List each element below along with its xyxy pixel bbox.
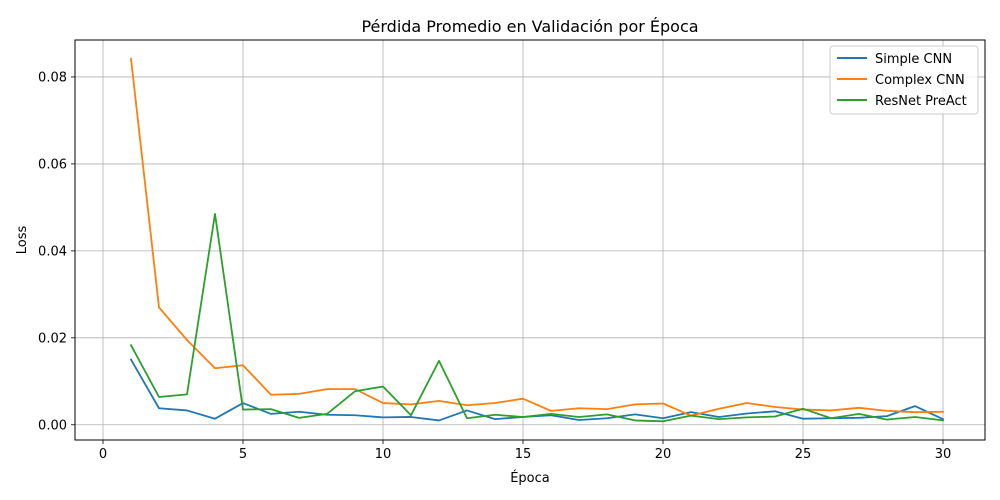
legend-frame xyxy=(829,45,979,115)
y-tick-label: 0.06 xyxy=(38,157,67,172)
axis-ticks: 0 5 10 15 20 25 30 0.00 0.02 0.04 0.06 0.08 xyxy=(38,70,951,462)
y-axis-title: Loss xyxy=(15,226,30,255)
legend-label-simple-cnn: Simple CNN xyxy=(875,52,952,67)
y-tick-label: 0.08 xyxy=(38,70,67,85)
plot-frame xyxy=(74,39,986,441)
chart-title: Pérdida Promedio en Validación por Época xyxy=(361,17,698,36)
series-lines xyxy=(129,57,945,423)
legend-label-resnet-preact: ResNet PreAct xyxy=(875,94,967,109)
legend: Simple CNN Complex CNN ResNet PreAct xyxy=(829,45,979,115)
series-line-resnet-preact xyxy=(129,213,945,423)
x-tick-label: 30 xyxy=(935,447,952,462)
x-tick-label: 0 xyxy=(99,447,107,462)
x-axis-title: Época xyxy=(510,470,550,486)
x-tick-label: 20 xyxy=(655,447,672,462)
x-tick-label: 10 xyxy=(375,447,392,462)
y-tick-label: 0.00 xyxy=(38,418,67,433)
grid xyxy=(75,40,985,440)
x-tick-label: 5 xyxy=(239,447,247,462)
legend-label-complex-cnn: Complex CNN xyxy=(875,73,965,88)
y-tick-label: 0.02 xyxy=(38,331,67,346)
x-tick-label: 25 xyxy=(795,447,812,462)
x-tick-label: 15 xyxy=(515,447,532,462)
y-tick-label: 0.04 xyxy=(38,244,67,259)
